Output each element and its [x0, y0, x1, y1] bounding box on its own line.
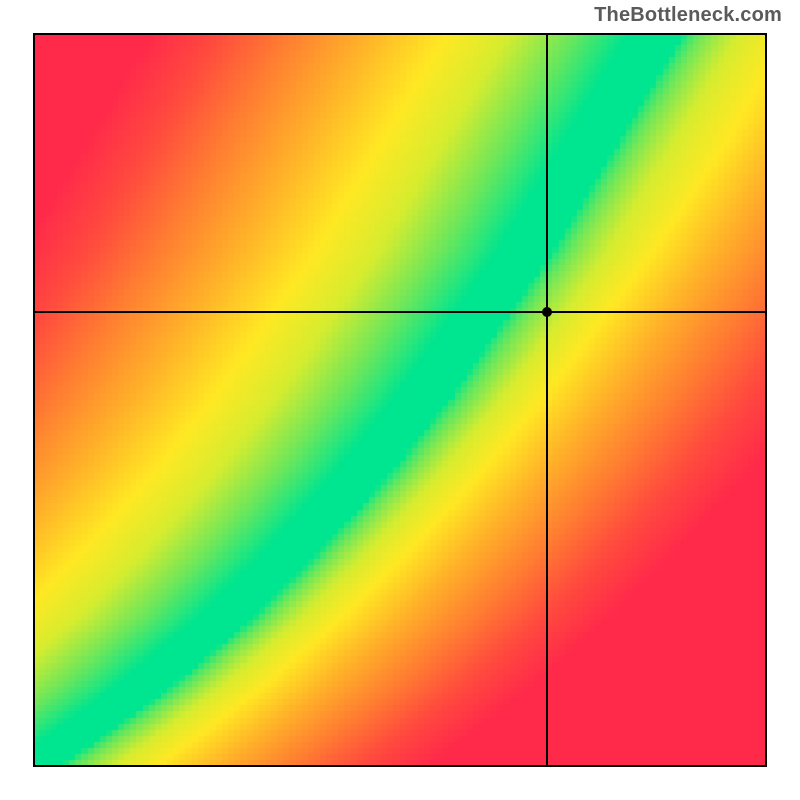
heatmap-canvas [33, 33, 767, 767]
watermark-text: TheBottleneck.com [594, 4, 782, 27]
heatmap-plot [33, 33, 767, 767]
